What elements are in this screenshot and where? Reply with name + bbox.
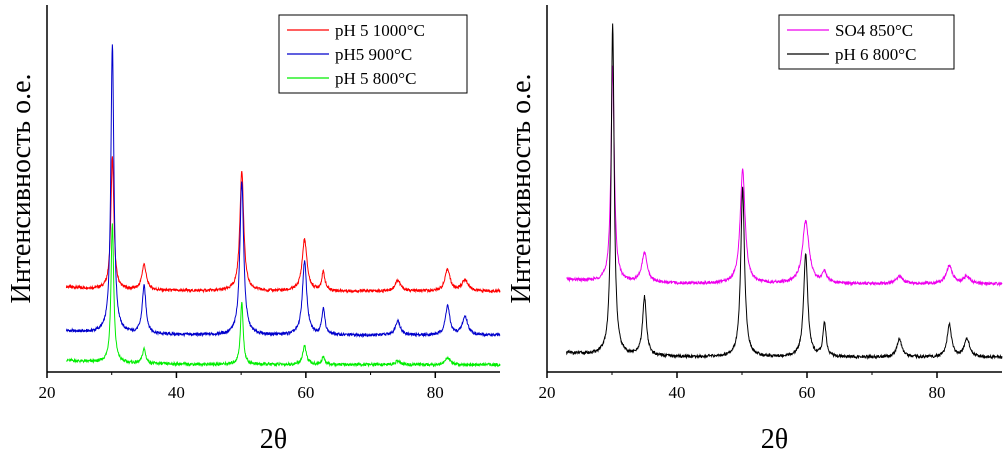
series-line-ph5-900-c bbox=[65, 44, 501, 339]
series-line-ph-6-800-c bbox=[566, 23, 1003, 360]
legend-label: SO4 850°C bbox=[835, 21, 913, 40]
chart-left: 20 40 60 80 2θ Интенсивность о.е. pH 5 1000°C p… bbox=[6, 5, 501, 455]
series-line-so4-850-c bbox=[566, 65, 1003, 287]
x-axis-title: 2θ bbox=[260, 424, 287, 455]
x-tick-label: 60 bbox=[799, 383, 816, 402]
series-line-ph-5-1000-c bbox=[65, 156, 501, 294]
x-tick-label: 80 bbox=[427, 383, 444, 402]
legend-label: pH 5 1000°C bbox=[335, 21, 425, 40]
legend-label: pH5 900°C bbox=[335, 45, 412, 64]
x-tick-label: 20 bbox=[539, 383, 556, 402]
x-tick-label: 60 bbox=[297, 383, 314, 402]
x-tick-label: 20 bbox=[39, 383, 56, 402]
x-axis-title: 2θ bbox=[761, 424, 788, 455]
x-tick-label: 40 bbox=[168, 383, 185, 402]
y-axis-title: Интенсивность о.е. bbox=[506, 73, 537, 303]
x-tick-label: 40 bbox=[669, 383, 686, 402]
series-line-ph-5-800-c bbox=[66, 223, 501, 368]
legend-box bbox=[778, 14, 955, 70]
legend-box bbox=[278, 14, 468, 94]
legend-label: pH 6 800°C bbox=[835, 45, 916, 64]
chart-right: 20 40 60 80 2θ Интенсивность о.е. SO4 850°C pH … bbox=[506, 5, 1003, 455]
y-axis-title: Интенсивность о.е. bbox=[6, 73, 37, 303]
x-tick-label: 80 bbox=[929, 383, 946, 402]
legend-label: pH 5 800°C bbox=[335, 69, 416, 88]
